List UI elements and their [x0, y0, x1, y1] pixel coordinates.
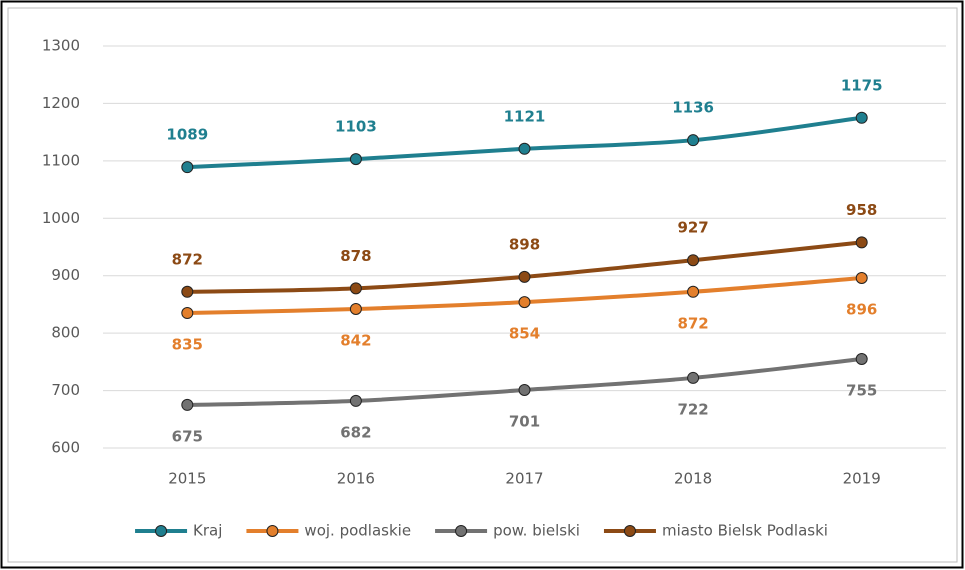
y-tick-label: 1100	[42, 151, 80, 169]
value-label: 896	[846, 301, 877, 319]
point	[687, 134, 700, 147]
point	[518, 383, 531, 396]
value-label: 927	[677, 219, 708, 237]
point	[181, 285, 194, 298]
value-label: 675	[172, 427, 203, 445]
y-tick-label: 1300	[42, 37, 80, 55]
value-label: 701	[509, 412, 540, 430]
point	[687, 254, 700, 267]
point	[855, 272, 868, 285]
value-label: 1136	[672, 99, 714, 117]
legend-marker	[455, 525, 468, 537]
x-tick-label: 2017	[505, 470, 543, 488]
inner-frame	[7, 7, 958, 563]
value-label: 722	[677, 400, 708, 418]
point	[349, 282, 362, 295]
point	[518, 270, 531, 283]
value-label: 1103	[335, 118, 377, 136]
value-label: 878	[340, 247, 371, 265]
value-label: 958	[846, 201, 877, 219]
value-label: 854	[509, 325, 540, 343]
point	[349, 303, 362, 316]
legend-label: Kraj	[193, 522, 222, 540]
value-label: 872	[677, 314, 708, 332]
point	[349, 394, 362, 407]
legend-marker	[266, 525, 279, 537]
value-label: 1089	[166, 126, 208, 144]
legend-marker	[155, 525, 168, 537]
legend-label: pow. bielski	[493, 522, 580, 540]
point	[687, 285, 700, 298]
value-label: 898	[509, 235, 540, 253]
y-tick-label: 1200	[42, 94, 80, 112]
y-tick-label: 800	[51, 324, 80, 342]
value-label: 872	[172, 250, 203, 268]
point	[181, 161, 194, 174]
point	[687, 371, 700, 384]
point	[518, 296, 531, 309]
value-label: 835	[172, 336, 203, 354]
x-tick-label: 2015	[168, 470, 206, 488]
x-tick-label: 2019	[843, 470, 881, 488]
point	[181, 307, 194, 320]
y-tick-label: 600	[51, 439, 80, 457]
point	[855, 236, 868, 249]
y-tick-label: 900	[51, 266, 80, 284]
legend-label: miasto Bielsk Podlaski	[662, 522, 828, 540]
y-tick-label: 1000	[42, 209, 80, 227]
value-label: 1121	[504, 107, 546, 125]
point	[349, 153, 362, 166]
x-tick-label: 2016	[337, 470, 375, 488]
value-label: 842	[340, 332, 371, 350]
point	[518, 142, 531, 155]
value-label: 1175	[841, 76, 883, 94]
x-tick-label: 2018	[674, 470, 712, 488]
value-label: 755	[846, 381, 877, 399]
legend-label: woj. podlaskie	[304, 522, 411, 540]
point	[855, 352, 868, 365]
value-label: 682	[340, 423, 371, 441]
y-tick-label: 700	[51, 381, 80, 399]
point	[855, 111, 868, 124]
legend-marker	[623, 525, 636, 537]
point	[181, 398, 194, 411]
